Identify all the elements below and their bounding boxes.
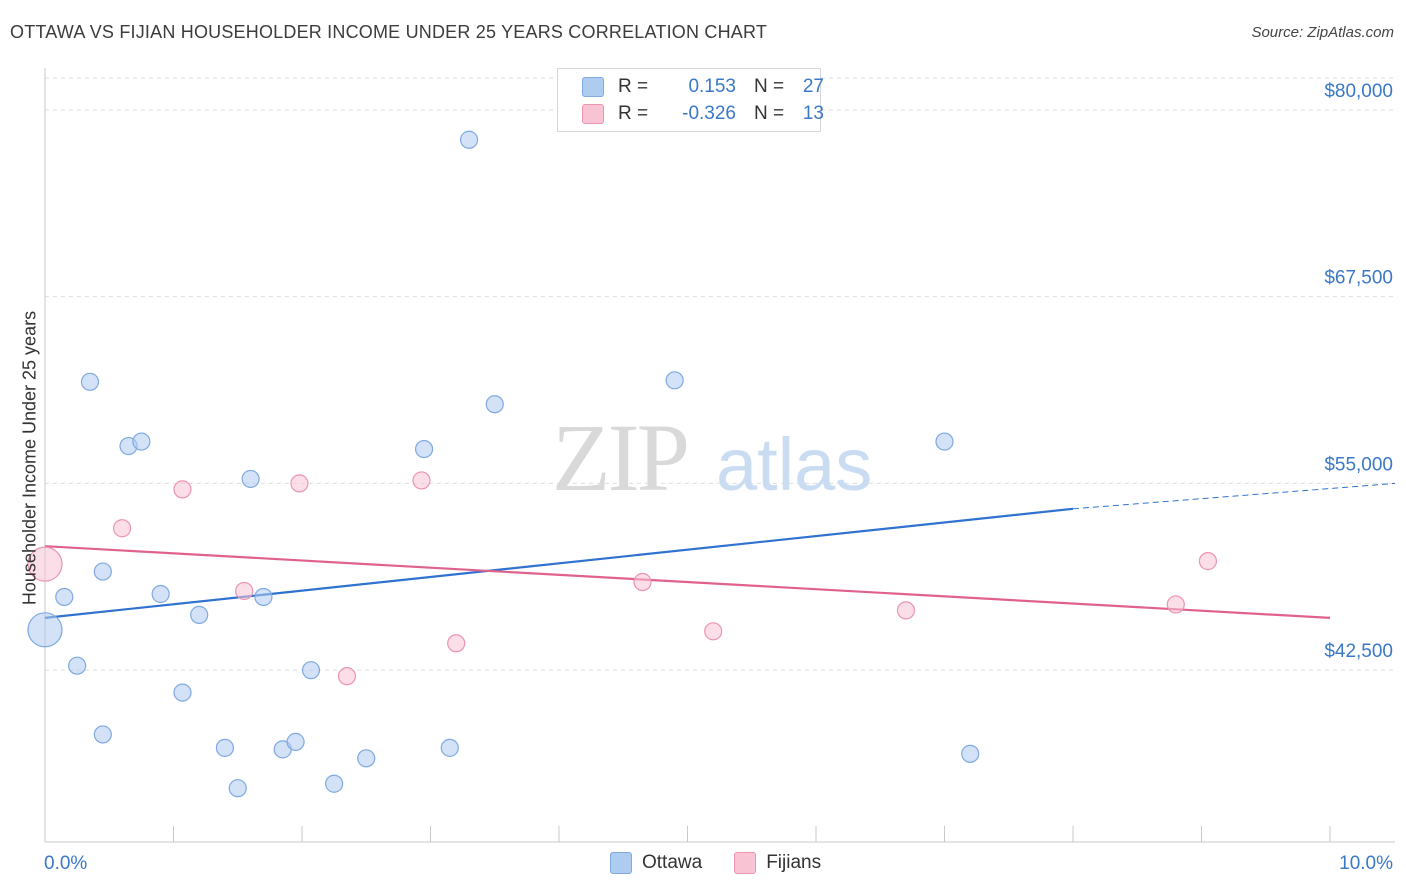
y-axis-label: Householder Income Under 25 years: [19, 310, 40, 606]
ottawa-point: [301, 661, 321, 680]
y-tick-label: $80,000: [1324, 81, 1393, 102]
fijians-point: [235, 581, 254, 601]
ottawa-point: [228, 779, 247, 798]
x-tick-label: 0.0%: [44, 853, 87, 874]
fijians-point: [290, 474, 309, 493]
ottawa-point: [665, 371, 684, 390]
ottawa-point: [93, 562, 112, 581]
ottawa-point: [485, 395, 504, 414]
ottawa-swatch: [610, 852, 632, 874]
y-tick-label: $42,500: [1324, 641, 1393, 662]
trend-line-fijians: [44, 545, 1331, 619]
ottawa-point: [55, 587, 74, 607]
ottawa-point: [357, 749, 376, 768]
legend-label: Ottawa: [642, 852, 703, 873]
ottawa-point: [132, 432, 151, 451]
fijians-point: [704, 622, 723, 641]
y-tick-label: $55,000: [1324, 454, 1393, 475]
ottawa-point: [173, 683, 192, 702]
fijians-swatch: [582, 104, 604, 124]
r-value: -0.326: [682, 103, 736, 124]
fijians-point: [447, 634, 466, 653]
ottawa-point: [961, 744, 980, 763]
fijians-point: [412, 471, 431, 490]
legend-item-ottawa[interactable]: Ottawa: [610, 852, 702, 874]
ottawa-point: [459, 130, 479, 149]
fijians-point: [1166, 595, 1185, 614]
ottawa-point: [68, 656, 87, 675]
ottawa-point: [27, 612, 63, 648]
ottawa-point: [325, 774, 344, 793]
watermark-zip: ZIP: [552, 404, 687, 511]
ottawa-point: [93, 725, 112, 744]
trend-line-ottawa: [44, 507, 1074, 619]
x-tick-label: 10.0%: [1339, 853, 1393, 874]
r-label: R =: [618, 76, 649, 97]
ottawa-point: [286, 732, 305, 751]
fijians-point: [337, 667, 357, 686]
n-value: 13: [802, 103, 824, 124]
chart-title: OTTAWA VS FIJIAN HOUSEHOLDER INCOME UNDE…: [10, 22, 768, 42]
n-value: 27: [802, 76, 824, 97]
fijians-point: [112, 519, 132, 538]
fijians-point: [633, 572, 652, 592]
n-label: N =: [754, 103, 785, 124]
series-legend: Ottawa Fijians: [610, 852, 853, 874]
fijians-point: [896, 601, 916, 620]
ottawa-point: [440, 738, 459, 757]
legend-row-fijians: R = -0.326 N = 13: [582, 102, 824, 126]
fijians-point: [27, 546, 63, 582]
ottawa-point: [254, 587, 273, 607]
ottawa-point: [151, 584, 170, 604]
ottawa-point: [414, 439, 434, 459]
ottawa-point: [190, 605, 209, 624]
fijians-swatch: [734, 852, 757, 874]
ottawa-point: [935, 432, 954, 451]
watermark-atlas: atlas: [716, 423, 872, 506]
ottawa-point: [241, 469, 260, 489]
y-tick-label: $67,500: [1324, 268, 1393, 289]
trend-extension: [1072, 482, 1396, 510]
r-value: 0.153: [688, 76, 736, 97]
fijians-point: [1198, 552, 1218, 571]
n-label: N =: [754, 76, 785, 97]
legend-item-fijians[interactable]: Fijians: [734, 852, 821, 874]
fijians-point: [173, 480, 192, 499]
ottawa-point: [80, 372, 100, 391]
ottawa-swatch: [582, 77, 604, 97]
correlation-legend: R = 0.153 N = 27 R = -0.326 N = 13: [557, 68, 824, 132]
source-label: Source: ZipAtlas.com: [1251, 24, 1394, 41]
legend-row-ottawa: R = 0.153 N = 27: [582, 75, 824, 99]
r-label: R =: [618, 103, 649, 124]
legend-label: Fijians: [766, 852, 822, 873]
ottawa-point: [215, 738, 234, 757]
